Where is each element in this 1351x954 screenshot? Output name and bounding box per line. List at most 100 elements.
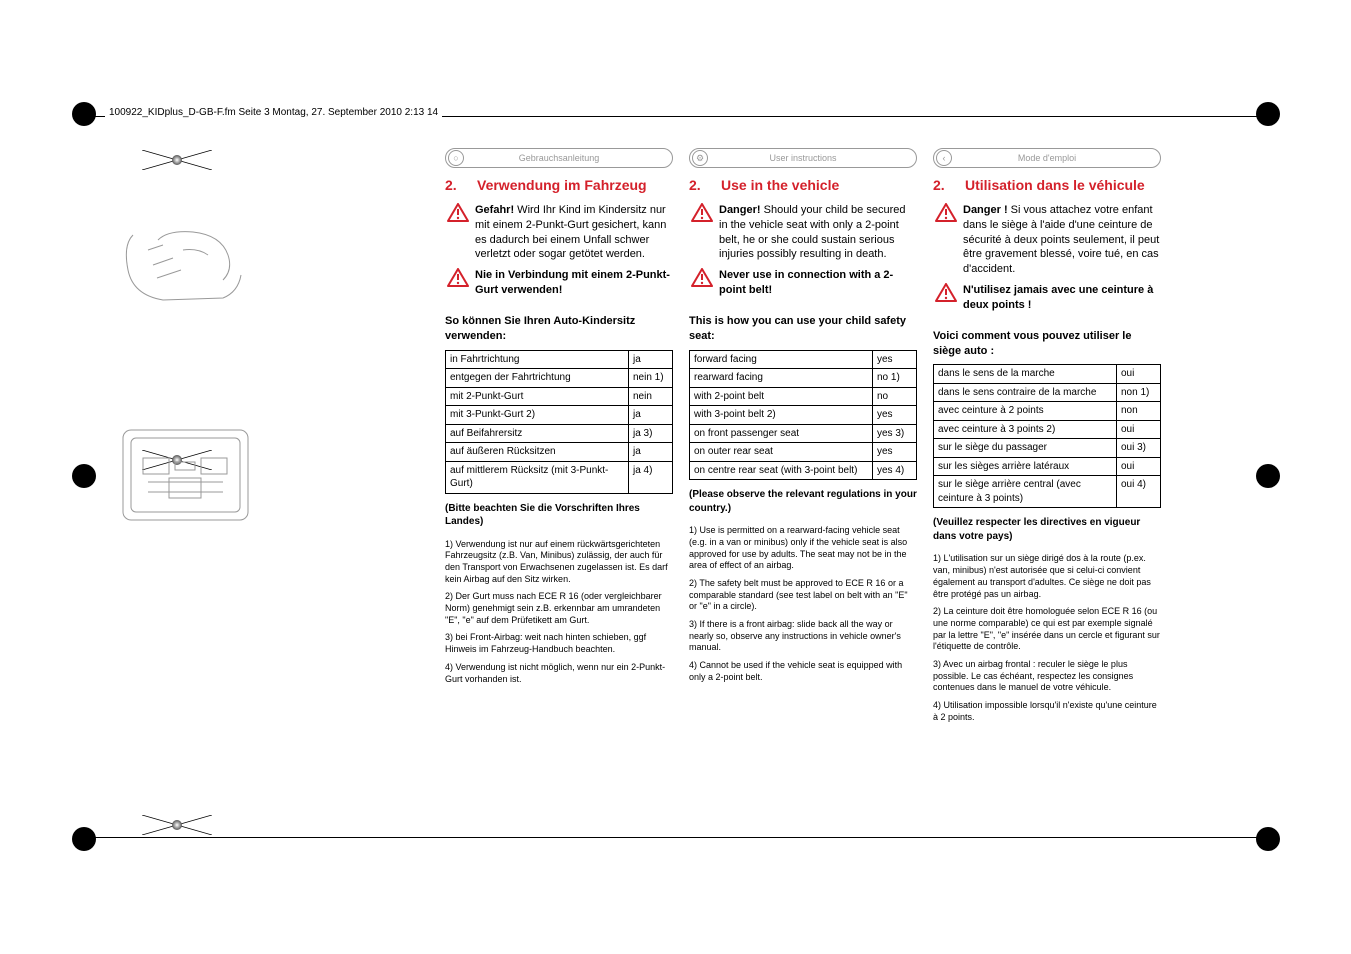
table-cell-label: with 2-point belt [690, 387, 873, 406]
header-label: User instructions [769, 153, 836, 163]
table-cell-label: auf äußeren Rücksitzen [446, 443, 629, 462]
section-title: 2. Verwendung im Fahrzeug [445, 176, 673, 195]
footnote: 4) Utilisation impossible lorsqu'il n'ex… [933, 700, 1161, 723]
table-cell-label: sur les sièges arrière latéraux [934, 457, 1117, 476]
footnote: 3) If there is a front airbag: slide bac… [689, 619, 917, 654]
table-row: dans le sens de la marcheoui [934, 365, 1161, 384]
table-cell-label: with 3-point belt 2) [690, 406, 873, 425]
sub-heading: This is how you can use your child safet… [689, 314, 917, 344]
table-cell-value: oui [1117, 365, 1161, 384]
usage-table: dans le sens de la marcheouidans le sens… [933, 364, 1161, 508]
table-row: entgegen der Fahrtrichtungnein 1) [446, 369, 673, 388]
warning-text: N'utilisez jamais avec une ceinture à de… [963, 283, 1161, 313]
warning-triangle-icon [935, 283, 957, 303]
table-cell-label: on front passenger seat [690, 424, 873, 443]
crop-mark-icon [1254, 825, 1282, 853]
table-row: forward facingyes [690, 350, 917, 369]
table-cell-label: sur le siège du passager [934, 439, 1117, 458]
table-cell-value: nein 1) [629, 369, 673, 388]
crop-mark-icon [70, 825, 98, 853]
table-row: avec ceinture à 2 pointsnon [934, 402, 1161, 421]
section-number: 2. [933, 176, 953, 195]
table-cell-value: ja 4) [629, 461, 673, 493]
language-column: ○Gebrauchsanleitung 2. Verwendung im Fahrz… [445, 148, 673, 729]
warning-block: Danger! Should your child be secured in … [689, 203, 917, 262]
table-cell-label: sur le siège arrière central (avec ceint… [934, 476, 1117, 508]
table-row: on front passenger seatyes 3) [690, 424, 917, 443]
table-cell-label: avec ceinture à 3 points 2) [934, 420, 1117, 439]
country-note: (Bitte beachten Sie die Vorschriften Ihr… [445, 502, 673, 529]
crop-mark-icon [70, 462, 98, 490]
illustration-seat [113, 420, 263, 535]
table-cell-label: mit 2-Punkt-Gurt [446, 387, 629, 406]
crop-mark-icon [1254, 462, 1282, 490]
section-text: Utilisation dans le véhicule [965, 176, 1145, 195]
header-label: Mode d'emploi [1018, 153, 1076, 163]
table-cell-value: yes [873, 443, 917, 462]
table-cell-value: oui 3) [1117, 439, 1161, 458]
footnote: 1) Use is permitted on a rearward-facing… [689, 525, 917, 572]
table-cell-label: auf Beifahrersitz [446, 424, 629, 443]
table-row: mit 2-Punkt-Gurtnein [446, 387, 673, 406]
table-cell-value: ja [629, 406, 673, 425]
warning-triangle-icon [935, 203, 957, 223]
table-cell-value: yes [873, 350, 917, 369]
table-cell-label: in Fahrtrichtung [446, 350, 629, 369]
section-text: Verwendung im Fahrzeug [477, 176, 647, 195]
table-cell-value: no [873, 387, 917, 406]
crop-mark-icon [70, 100, 98, 128]
header-label: Gebrauchsanleitung [519, 153, 600, 163]
table-cell-value: ja [629, 443, 673, 462]
header-meta: 100922_KIDplus_D-GB-F.fm Seite 3 Montag,… [105, 107, 442, 118]
warning-triangle-icon [691, 203, 713, 223]
footnote: 1) Verwendung ist nur auf einem rückwärt… [445, 539, 673, 586]
table-cell-value: oui [1117, 420, 1161, 439]
warning-block: Nie in Verbindung mit einem 2-Punkt-Gurt… [445, 268, 673, 298]
table-cell-label: dans le sens de la marche [934, 365, 1117, 384]
footer-rule [85, 837, 1266, 838]
table-row: auf mittlerem Rücksitz (mit 3-Punkt-Gurt… [446, 461, 673, 493]
table-cell-value: ja [629, 350, 673, 369]
footnote: 3) Avec un airbag frontal : reculer le s… [933, 659, 1161, 694]
table-cell-label: dans le sens contraire de la marche [934, 383, 1117, 402]
header-icon: ‹ [936, 150, 952, 166]
section-number: 2. [689, 176, 709, 195]
table-row: with 3-point belt 2)yes [690, 406, 917, 425]
table-row: auf Beifahrersitzja 3) [446, 424, 673, 443]
column-header: ○Gebrauchsanleitung [445, 148, 673, 168]
usage-table: in Fahrtrichtungjaentgegen der Fahrtrich… [445, 350, 673, 494]
country-note: (Veuillez respecter les directives en vi… [933, 516, 1161, 543]
warning-text: Danger! Should your child be secured in … [719, 203, 917, 262]
warning-triangle-icon [447, 268, 469, 288]
warning-block: Gefahr! Wird Ihr Kind im Kindersitz nur … [445, 203, 673, 262]
footnote: 1) L'utilisation sur un siège dirigé dos… [933, 553, 1161, 600]
warning-triangle-icon [691, 268, 713, 288]
table-row: avec ceinture à 3 points 2)oui [934, 420, 1161, 439]
language-column: ‹ Mode d'emploi 2. Utilisation dans le véhi… [933, 148, 1161, 729]
table-cell-value: yes 3) [873, 424, 917, 443]
crop-mark-icon [1254, 100, 1282, 128]
warning-text: Nie in Verbindung mit einem 2-Punkt-Gurt… [475, 268, 673, 298]
warning-block: Never use in connection with a 2-point b… [689, 268, 917, 298]
table-cell-label: mit 3-Punkt-Gurt 2) [446, 406, 629, 425]
table-row: in Fahrtrichtungja [446, 350, 673, 369]
warning-text: Never use in connection with a 2-point b… [719, 268, 917, 298]
section-number: 2. [445, 176, 465, 195]
footnote: 3) bei Front-Airbag: weit nach hinten sc… [445, 632, 673, 655]
footnote: 2) Der Gurt muss nach ECE R 16 (oder ver… [445, 591, 673, 626]
table-cell-label: entgegen der Fahrtrichtung [446, 369, 629, 388]
table-row: with 2-point beltno [690, 387, 917, 406]
usage-table: forward facingyesrearward facingno 1)wit… [689, 350, 917, 481]
footnote: 2) La ceinture doit être homologuée selo… [933, 606, 1161, 653]
fold-mark-icon [142, 815, 212, 835]
table-row: on outer rear seatyes [690, 443, 917, 462]
sub-heading: So können Sie Ihren Auto-Kindersitz verw… [445, 314, 673, 344]
warning-text: Danger ! Si vous attachez votre enfant d… [963, 203, 1161, 277]
warning-block: Danger ! Si vous attachez votre enfant d… [933, 203, 1161, 277]
table-row: sur le siège du passageroui 3) [934, 439, 1161, 458]
table-cell-value: non [1117, 402, 1161, 421]
warning-block: N'utilisez jamais avec une ceinture à de… [933, 283, 1161, 313]
table-cell-label: on centre rear seat (with 3-point belt) [690, 461, 873, 480]
section-title: 2.Use in the vehicle [689, 176, 917, 195]
table-row: sur le siège arrière central (avec ceint… [934, 476, 1161, 508]
